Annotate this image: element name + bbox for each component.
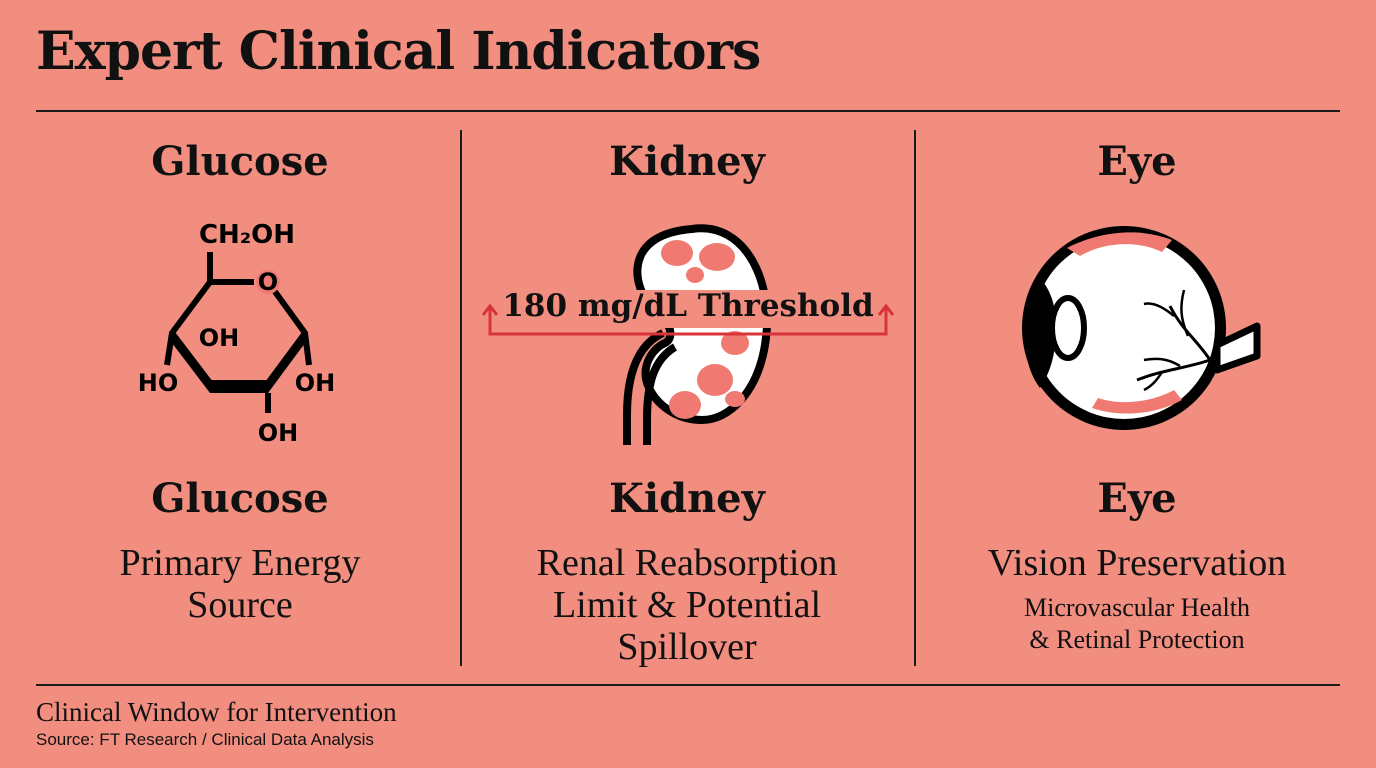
column-divider-right [914, 130, 916, 666]
page-title: Expert Clinical Indicators [36, 21, 761, 82]
footer-divider [36, 684, 1340, 686]
header-divider [36, 110, 1340, 112]
footer-source: Source: FT Research / Clinical Data Anal… [36, 730, 374, 749]
molecule-label-bottom: OH [258, 419, 299, 447]
eye-description: Vision Preservation [987, 542, 1287, 584]
eye-heading: Eye [1097, 138, 1177, 185]
kidney-description-line: Limit & Potential [552, 584, 822, 626]
glucose-column: Glucose CH₂OH O OH HO OH OH Glucose Prim… [15, 130, 465, 670]
kidney-heading: Kidney [609, 138, 765, 185]
threshold-marker: 180 mg/dL Threshold [482, 286, 894, 342]
molecule-label-right: OH [295, 369, 336, 397]
glucose-molecule-icon: CH₂OH O OH HO OH OH [138, 220, 336, 447]
glucose-description-line: Primary Energy [119, 542, 361, 584]
eye-name: Eye [1097, 475, 1177, 522]
eye-detail-line: Microvascular Health [1024, 593, 1250, 622]
eye-detail-line: & Retinal Protection [1029, 625, 1245, 654]
kidney-description-line: Spillover [617, 626, 757, 668]
kidney-description: Renal Reabsorption Limit & Potential Spi… [462, 542, 912, 668]
molecule-label-left: HO [138, 369, 179, 397]
glucose-description: Primary Energy Source [15, 542, 465, 626]
kidney-description-line: Renal Reabsorption [536, 542, 838, 584]
glucose-heading: Glucose [151, 138, 329, 185]
eye-detail: Microvascular Health & Retinal Protectio… [912, 592, 1362, 656]
threshold-bracket [482, 290, 894, 336]
molecule-label-ring-o: O [258, 268, 278, 296]
column-divider-left [460, 130, 462, 666]
eye-icon [1022, 226, 1261, 430]
molecule-label-top: CH₂OH [199, 220, 295, 250]
kidney-column: Kidney Kidney Renal Reabsorption Limit &… [462, 130, 912, 670]
molecule-label-center: OH [199, 324, 240, 352]
glucose-description-line: Source [187, 584, 293, 626]
threshold-label: 180 mg/dL Threshold [502, 288, 874, 324]
footer-caption: Clinical Window for Intervention [36, 697, 397, 727]
kidney-name: Kidney [609, 475, 765, 522]
glucose-name: Glucose [151, 475, 329, 522]
eye-column: Eye Eye Vision Preservation Microvascula… [912, 130, 1362, 670]
